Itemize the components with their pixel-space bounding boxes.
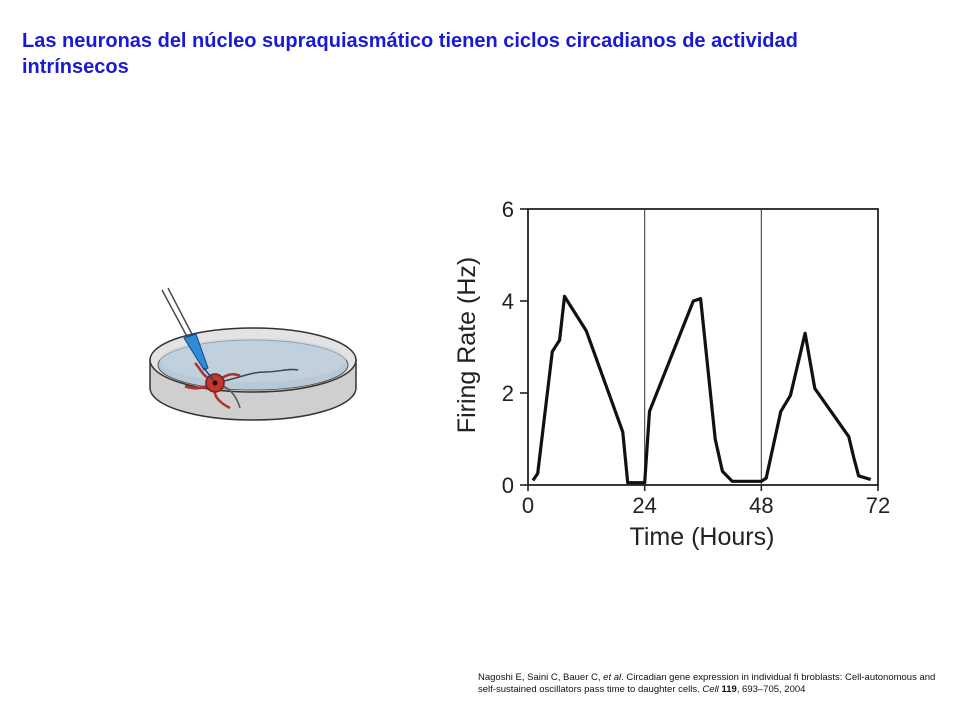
y-tick-label: 2 — [502, 381, 514, 406]
citation-text: . Circadian gene expression in individua… — [478, 672, 936, 695]
series-line — [531, 294, 872, 485]
petri-dish-neuron-electrode-icon — [149, 287, 357, 421]
x-tick-label: 24 — [632, 493, 656, 518]
citation-authors: Nagoshi E, Saini C, Bauer C, — [478, 672, 601, 683]
y-axis-label: Firing Rate (Hz) — [453, 257, 481, 433]
x-tick-label: 0 — [522, 493, 534, 518]
citation-volume: 119 — [721, 684, 737, 695]
page-title: Las neuronas del núcleo supraquiasmático… — [22, 30, 798, 78]
y-tick-label: 6 — [502, 197, 514, 222]
citation-journal: Cell — [702, 684, 719, 695]
citation-etal: et al — [603, 672, 622, 683]
plot-frame — [527, 208, 879, 486]
x-axis-label: Time (Hours) — [630, 523, 775, 551]
citation: Nagoshi E, Saini C, Bauer C, et al. Circ… — [478, 672, 948, 696]
y-tick-label: 4 — [502, 289, 514, 314]
x-tick-label: 72 — [866, 493, 890, 518]
y-tick-label: 0 — [502, 473, 514, 498]
citation-pages: , 693–705, 2004 — [736, 684, 806, 695]
x-tick-label: 48 — [749, 493, 773, 518]
